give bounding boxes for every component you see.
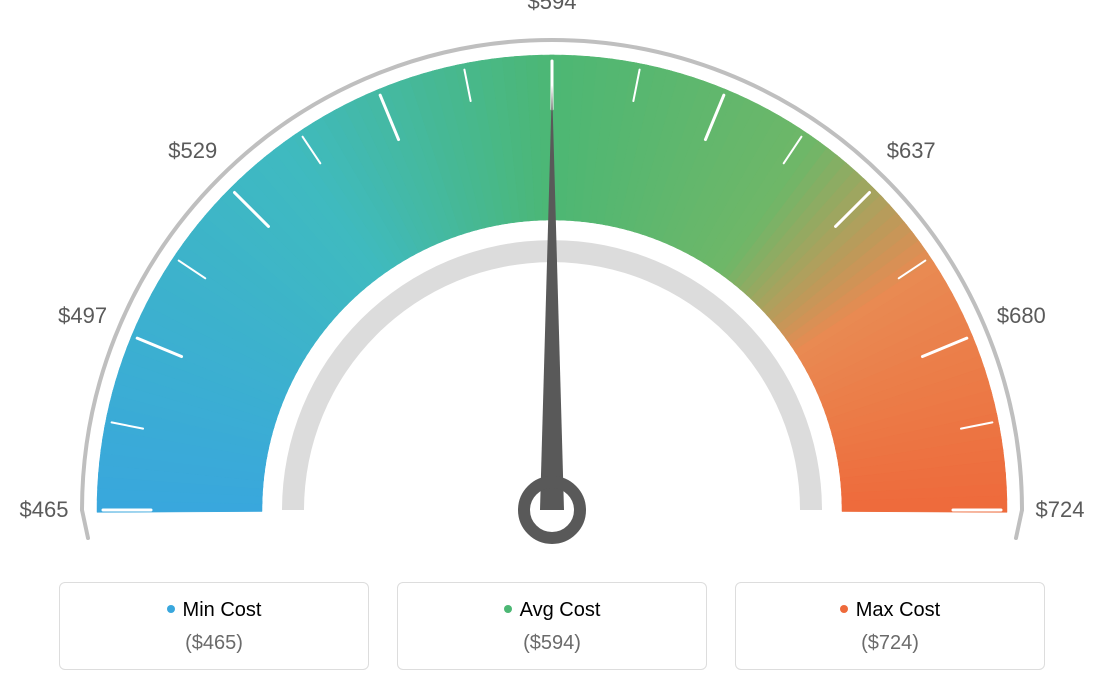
gauge-svg (0, 0, 1104, 560)
legend-dot-avg (504, 605, 512, 613)
legend-label-max: Max Cost (856, 599, 940, 621)
legend-dot-max (840, 605, 848, 613)
legend-label-avg: Avg Cost (520, 599, 601, 621)
legend-value-max: ($724) (746, 632, 1034, 655)
gauge-tick-label: $465 (20, 497, 69, 523)
legend-title-min: Min Cost (70, 599, 358, 622)
legend-value-min: ($465) (70, 632, 358, 655)
gauge-tick-label: $680 (997, 303, 1046, 329)
gauge-tick-label: $594 (528, 0, 577, 15)
legend-title-avg: Avg Cost (408, 599, 696, 622)
legend-value-avg: ($594) (408, 632, 696, 655)
legend-title-max: Max Cost (746, 599, 1034, 622)
legend-label-min: Min Cost (183, 599, 262, 621)
gauge-tick-label: $724 (1036, 497, 1085, 523)
gauge-tick-label: $637 (887, 138, 936, 164)
legend-card-min: Min Cost ($465) (59, 582, 369, 670)
gauge-tick-label: $529 (168, 138, 217, 164)
legend-card-avg: Avg Cost ($594) (397, 582, 707, 670)
legend-dot-min (167, 605, 175, 613)
legend-row: Min Cost ($465) Avg Cost ($594) Max Cost… (0, 582, 1104, 670)
legend-card-max: Max Cost ($724) (735, 582, 1045, 670)
gauge-container: $465 $497 $529 $594 $637 $680 $724 (0, 0, 1104, 560)
gauge-tick-label: $497 (58, 303, 107, 329)
